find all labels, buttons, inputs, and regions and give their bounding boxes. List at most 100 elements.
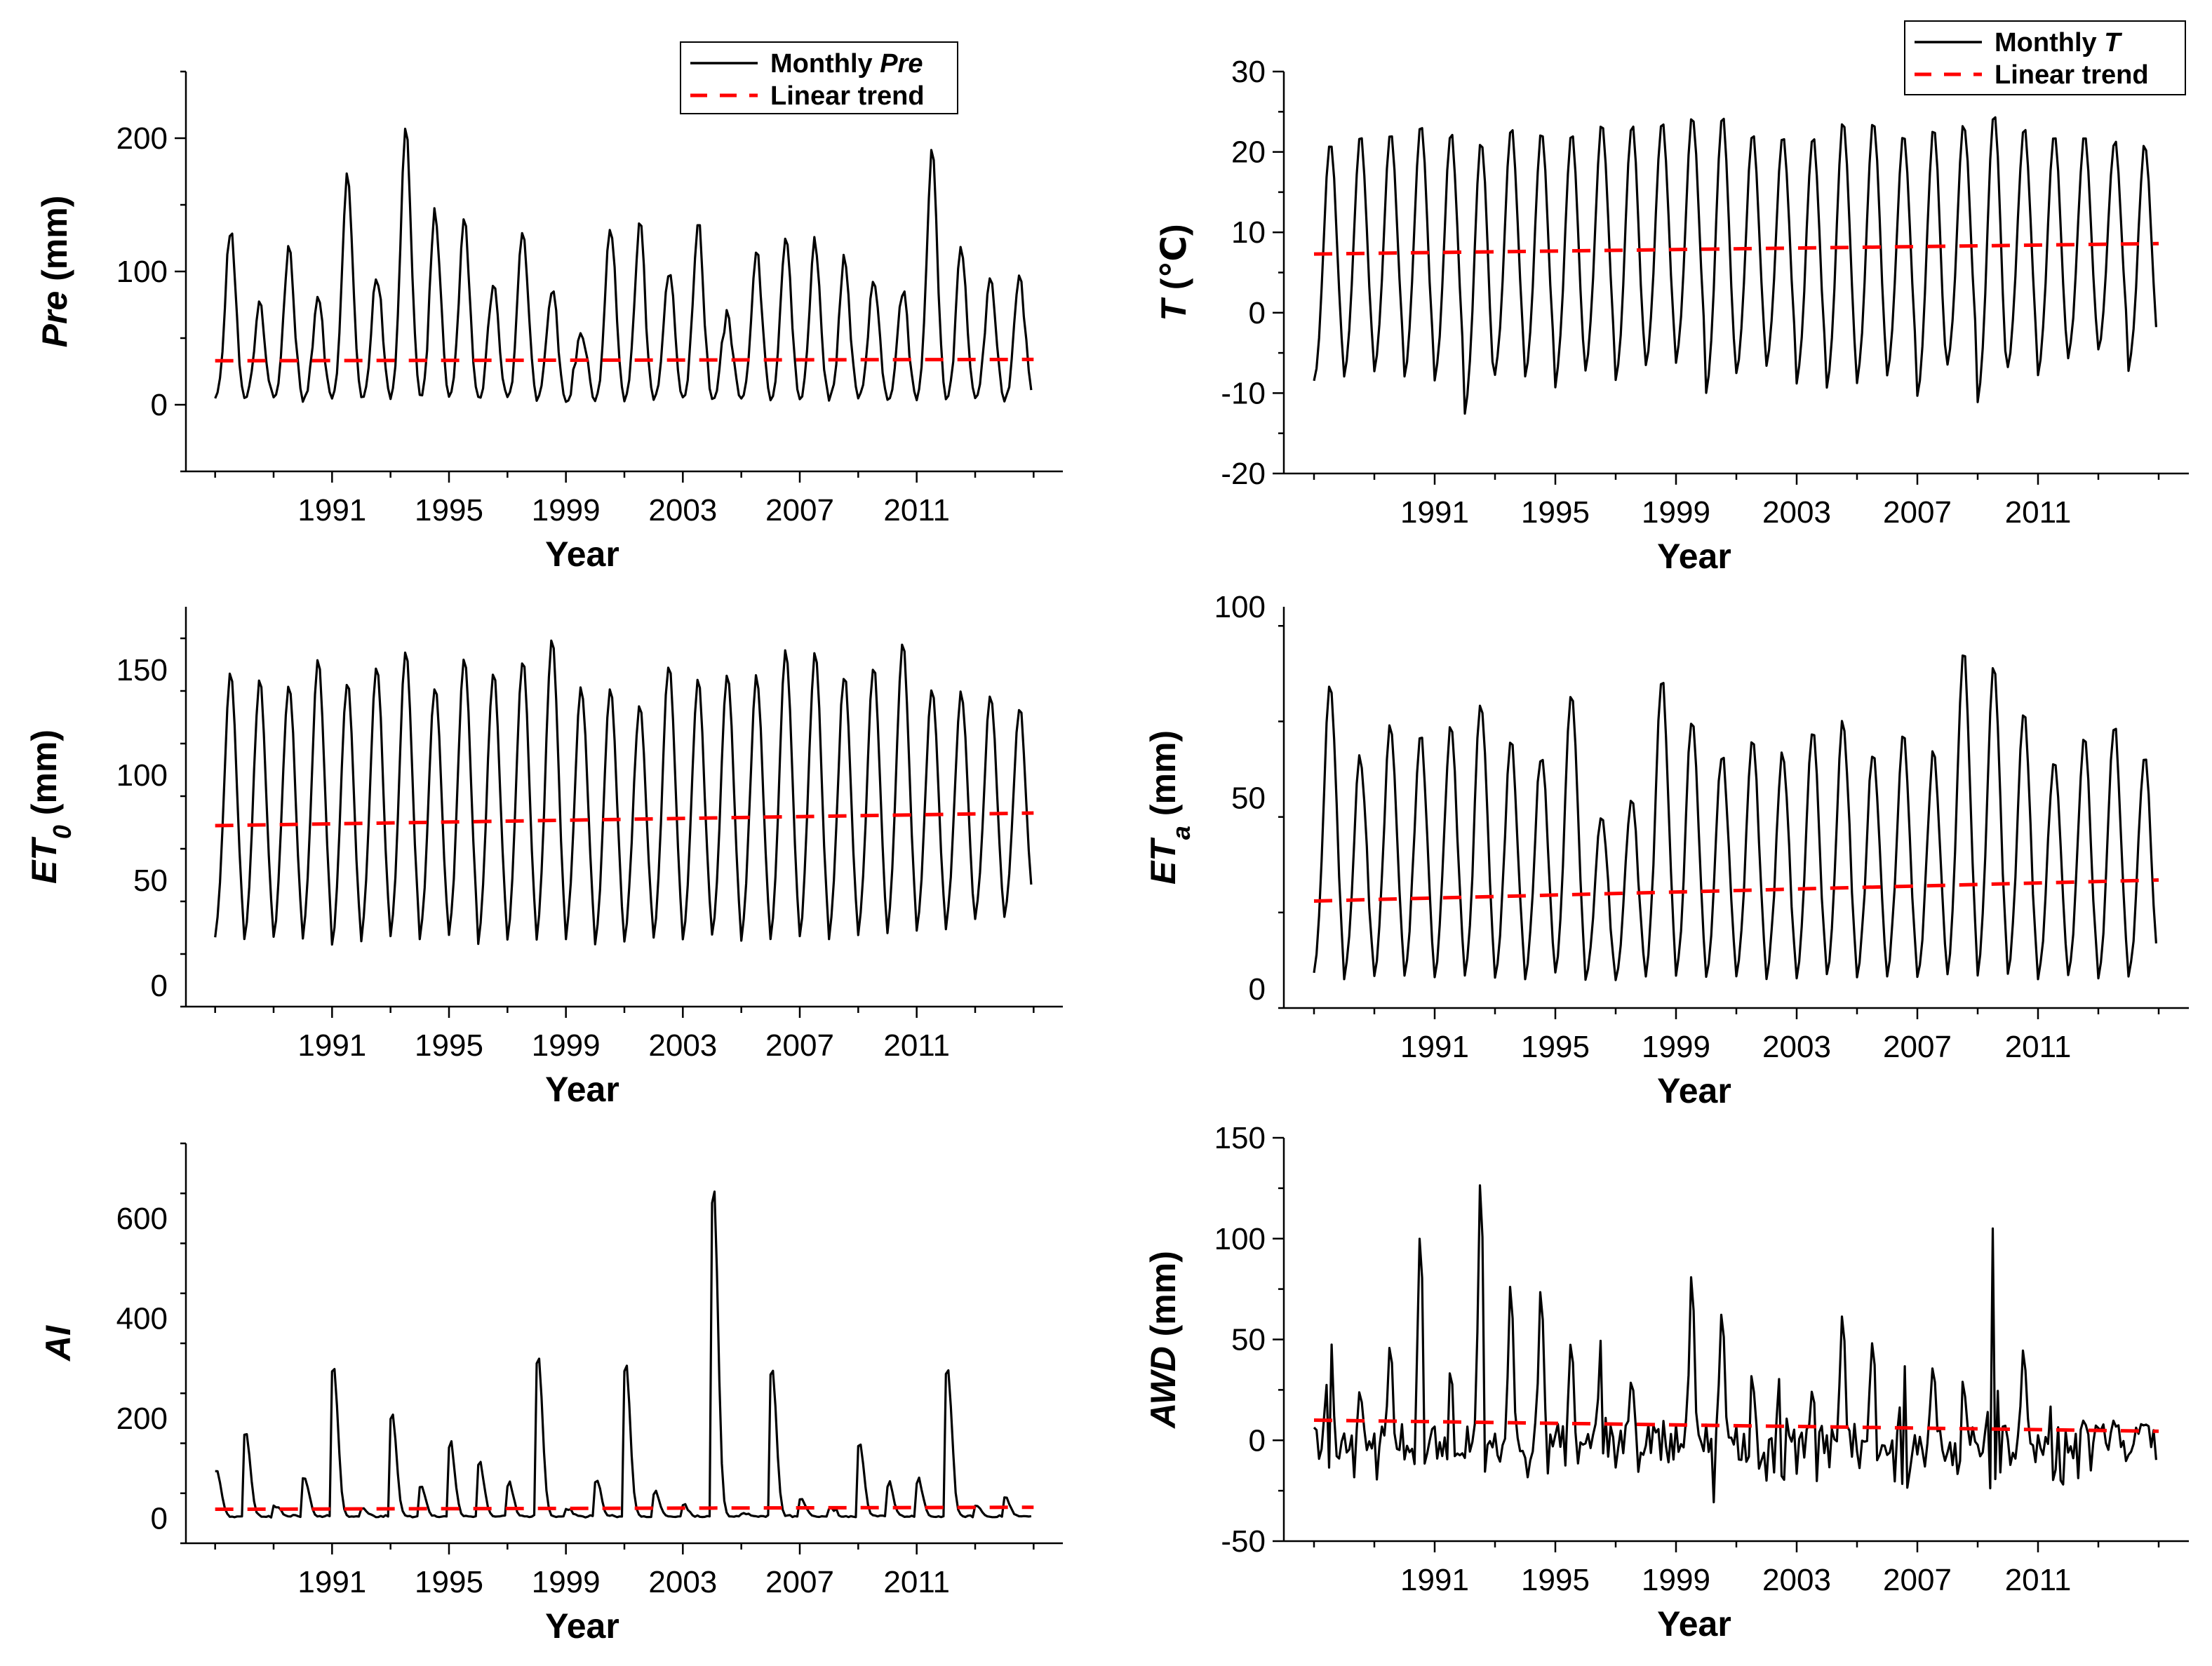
x-tick-label: 2007 (1883, 1563, 1952, 1597)
y-tick-label: 50 (133, 864, 168, 898)
y-tick-label: 100 (1214, 1222, 1266, 1256)
x-tick-label: 1991 (1400, 1563, 1469, 1597)
x-tick-label: 2003 (648, 1565, 717, 1599)
y-tick-label: -20 (1221, 457, 1266, 491)
y-tick-label: 30 (1231, 55, 1266, 89)
x-tick-label: 1999 (532, 493, 601, 528)
x-tick-label: 1999 (1642, 1563, 1710, 1597)
legend-label: Monthly T (1995, 28, 2122, 58)
y-tick-label: 10 (1231, 215, 1266, 250)
x-tick-label: 2003 (648, 493, 717, 528)
monthly-series-line (1313, 654, 2157, 981)
x-axis-title: Year (1657, 1604, 1731, 1644)
panel-t: -20 -10 0 10 20 30 1991 1995 1999 2003 2007 2011 Yea… (1154, 20, 2189, 576)
y-tick-label: 150 (116, 653, 168, 687)
x-tick-label: 1999 (1642, 495, 1710, 530)
x-tick-label: 2007 (765, 493, 834, 528)
x-axis-title: Year (545, 1070, 619, 1109)
legend-label: Monthly Pre (770, 49, 923, 79)
linear-trend-line (1313, 1418, 2159, 1433)
y-tick-label: 0 (151, 1501, 168, 1536)
linear-trend-line (1313, 878, 2159, 903)
y-tick-label: 150 (1214, 1121, 1266, 1155)
panel-pre: 0 100 200 1991 1995 1999 2003 2007 2011 Year Pre (… (35, 41, 1063, 574)
y-tick-label: 0 (151, 969, 168, 1003)
y-tick-label: 0 (1249, 1423, 1266, 1458)
linear-trend-line (1313, 241, 2159, 256)
y-tick-label: 200 (116, 121, 168, 156)
legend-box (680, 41, 958, 114)
x-tick-label: 1995 (415, 493, 483, 528)
linear-trend-line (215, 1505, 1034, 1512)
y-tick-label: 20 (1231, 135, 1266, 170)
x-tick-label: 1991 (297, 1028, 366, 1063)
monthly-series-line (214, 639, 1033, 946)
x-tick-label: 2003 (1762, 1030, 1831, 1064)
x-tick-label: 2007 (1883, 1030, 1952, 1064)
y-tick-label: 100 (116, 255, 168, 289)
x-tick-label: 1995 (1521, 1563, 1590, 1597)
panel-et0: 0 50 100 150 1991 1995 1999 2003 2007 2011 Year ET0… (25, 607, 1063, 1109)
x-tick-label: 1995 (415, 1565, 483, 1599)
x-tick-label: 1991 (1400, 1030, 1469, 1064)
x-tick-label: 2007 (1883, 495, 1952, 530)
y-axis-title: ET0 (mm) (25, 730, 76, 884)
x-tick-label: 1995 (415, 1028, 483, 1063)
x-axis-title: Year (1657, 1071, 1731, 1110)
y-tick-label: -50 (1221, 1524, 1266, 1559)
y-tick-label: 0 (1249, 296, 1266, 330)
y-tick-label: 0 (151, 388, 168, 422)
x-tick-label: 1995 (1521, 495, 1590, 530)
x-tick-label: 2011 (883, 493, 950, 528)
x-tick-label: 2011 (2005, 495, 2072, 530)
x-tick-label: 1999 (532, 1565, 601, 1599)
x-axis-title: Year (1657, 537, 1731, 576)
panel-ai: 0 200 400 600 1991 1995 1999 2003 2007 2011 Year AI (39, 1142, 1063, 1646)
y-tick-label: 100 (1214, 590, 1266, 624)
monthly-series-line (215, 1190, 1032, 1519)
x-tick-label: 2011 (883, 1028, 950, 1063)
y-axis-title: Pre (mm) (35, 196, 74, 348)
monthly-series-line (214, 128, 1033, 403)
x-tick-label: 2011 (2005, 1563, 2072, 1597)
panel-awd: -50 0 50 100 150 1991 1995 1999 2003 2007 2011 Year… (1144, 1121, 2189, 1644)
x-tick-label: 1995 (1521, 1030, 1590, 1064)
x-tick-label: 2011 (2005, 1030, 2072, 1064)
y-tick-label: 50 (1231, 781, 1266, 815)
y-tick-label: -10 (1221, 376, 1266, 410)
x-tick-label: 2003 (648, 1028, 717, 1063)
y-tick-label: 600 (116, 1202, 168, 1236)
x-tick-label: 1991 (297, 493, 366, 528)
x-tick-label: 1991 (1400, 495, 1469, 530)
panel-eta: 0 50 100 1991 1995 1999 2003 2007 2011 Year ETa (m… (1144, 590, 2189, 1110)
monthly-series-line (1313, 1184, 2157, 1504)
x-tick-label: 1999 (532, 1028, 601, 1063)
x-tick-label: 2003 (1762, 1563, 1831, 1597)
y-tick-label: 50 (1231, 1323, 1266, 1357)
y-axis-title: ETa (mm) (1144, 730, 1195, 885)
y-tick-label: 100 (116, 758, 168, 793)
monthly-series-line (1313, 116, 2157, 415)
x-tick-label: 2007 (765, 1565, 834, 1599)
x-axis-title: Year (545, 1606, 619, 1646)
x-axis-title: Year (545, 535, 619, 574)
x-tick-label: 1999 (1642, 1030, 1710, 1064)
y-axis-title: T (℃) (1154, 224, 1193, 321)
x-tick-label: 2007 (765, 1028, 834, 1063)
x-tick-label: 1991 (297, 1565, 366, 1599)
y-tick-label: 200 (116, 1402, 168, 1436)
y-axis-title: AI (39, 1325, 78, 1362)
legend-box (1904, 20, 2186, 95)
y-axis-title: AWD (mm) (1144, 1251, 1183, 1430)
y-tick-label: 0 (1249, 972, 1266, 1007)
legend-label: Linear trend (770, 81, 925, 111)
linear-trend-line (215, 811, 1034, 828)
x-tick-label: 2011 (883, 1565, 950, 1599)
y-tick-label: 400 (116, 1301, 168, 1336)
linear-trend-line (215, 357, 1034, 363)
legend-label: Linear trend (1995, 60, 2149, 90)
x-tick-label: 2003 (1762, 495, 1831, 530)
